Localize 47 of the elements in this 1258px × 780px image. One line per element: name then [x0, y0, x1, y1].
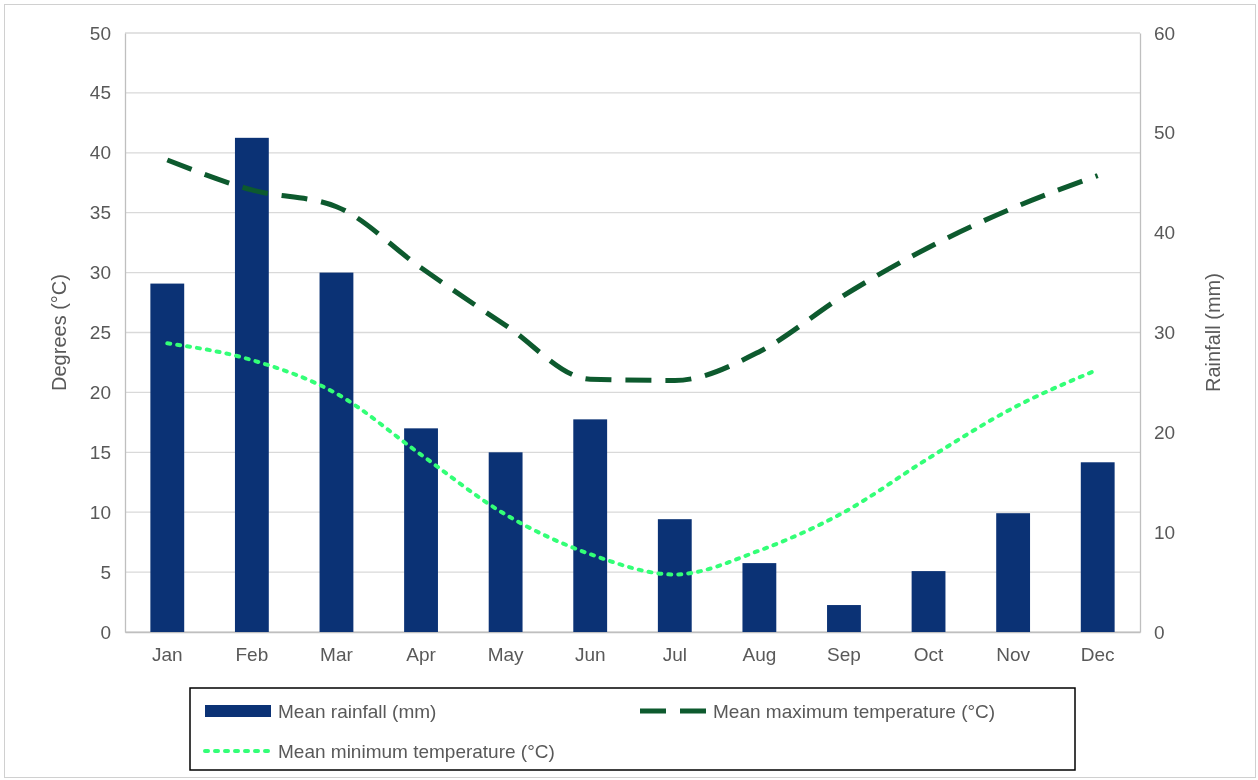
x-tick-label: Apr [406, 644, 437, 666]
x-tick-label: Oct [913, 644, 945, 666]
bar [150, 283, 185, 632]
x-tick-label: Dec [1080, 644, 1115, 666]
bar [742, 563, 777, 632]
y2-tick-label: 10 [1154, 521, 1176, 543]
y-tick-label: 15 [89, 441, 111, 463]
y-tick-label: 35 [89, 202, 111, 224]
bar [319, 272, 354, 632]
legend-label: Mean maximum temperature (°C) [713, 700, 996, 722]
y-tick-label: 50 [89, 22, 111, 44]
bar [488, 452, 523, 632]
bar [996, 513, 1031, 632]
x-tick-label: Nov [996, 644, 1031, 666]
x-tick-label: Jun [574, 644, 606, 666]
x-tick-label: Sep [827, 644, 861, 666]
y2-tick-label: 50 [1154, 122, 1176, 144]
y-axis-title: Degrees (°C) [48, 274, 70, 391]
y-tick-label: 0 [100, 621, 111, 643]
y-tick-label: 40 [89, 142, 111, 164]
y-tick-label: 45 [89, 82, 111, 104]
y-tick-label: 10 [89, 501, 111, 523]
y2-tick-label: 60 [1154, 22, 1176, 44]
bar [234, 137, 269, 632]
y2-axis-title: Rainfall (mm) [1202, 273, 1224, 392]
x-tick-label: Aug [742, 644, 777, 666]
x-tick-label: Jul [662, 644, 687, 666]
x-tick-label: May [487, 644, 525, 666]
y2-tick-label: 40 [1154, 222, 1176, 244]
bar [911, 571, 946, 632]
legend-label: Mean minimum temperature (°C) [278, 740, 555, 762]
x-tick-label: Feb [235, 644, 269, 666]
y2-tick-label: 0 [1154, 621, 1165, 643]
bar [657, 519, 692, 632]
x-tick-label: Jan [151, 644, 183, 666]
bar [404, 428, 438, 632]
y-tick-label: 25 [89, 322, 111, 344]
y-tick-label: 5 [100, 561, 111, 583]
y-tick-label: 20 [89, 381, 111, 403]
x-tick-label: Mar [320, 644, 354, 666]
y2-tick-label: 20 [1154, 421, 1176, 443]
y-tick-label: 30 [89, 262, 111, 284]
bar [1080, 462, 1115, 632]
bar [827, 605, 861, 632]
legend-label: Mean rainfall (mm) [278, 700, 437, 722]
y2-tick-label: 30 [1154, 322, 1176, 344]
bar [573, 419, 608, 632]
